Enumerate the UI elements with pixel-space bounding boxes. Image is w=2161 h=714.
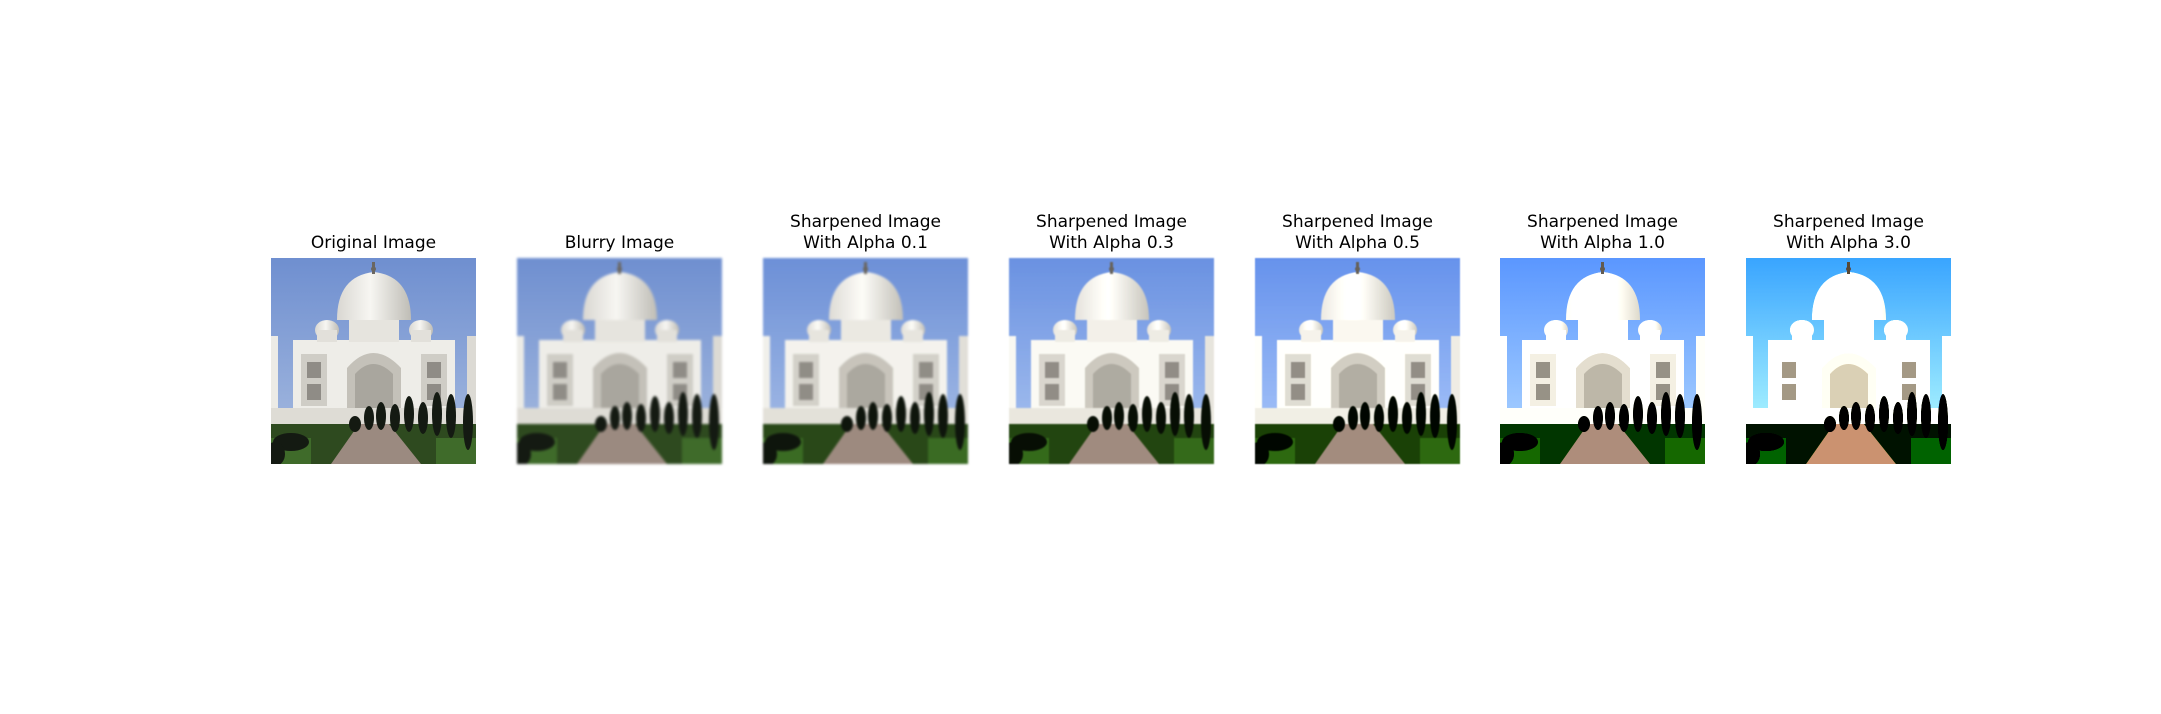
panel-title: Sharpened Image With Alpha 1.0	[1527, 212, 1678, 253]
taj-mahal-photo	[763, 258, 968, 464]
taj-mahal-photo	[1500, 258, 1705, 464]
panel-title: Original Image	[310, 233, 437, 253]
taj-mahal-photo	[1746, 258, 1951, 464]
panel-title: Sharpened Image With Alpha 0.5	[1282, 212, 1433, 253]
taj-mahal-photo	[271, 258, 476, 464]
taj-mahal-photo	[1009, 258, 1214, 464]
taj-mahal-photo	[1255, 258, 1460, 464]
taj-mahal-photo	[517, 258, 722, 464]
panel-title: Sharpened Image With Alpha 0.3	[1036, 212, 1187, 253]
panel-title: Blurry Image	[564, 233, 675, 253]
panel-title: Sharpened Image With Alpha 3.0	[1773, 212, 1924, 253]
panel-title: Sharpened Image With Alpha 0.1	[790, 212, 941, 253]
